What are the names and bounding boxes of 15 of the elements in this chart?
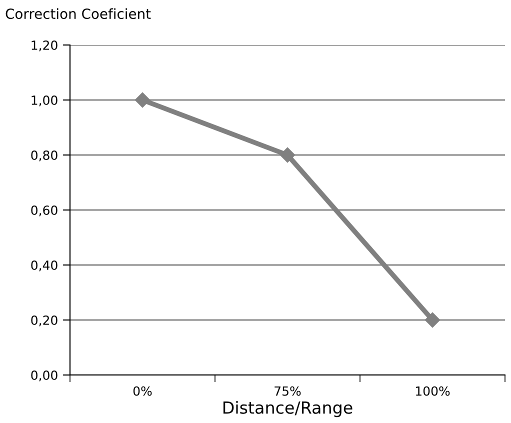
x-tick-label: 75% (274, 386, 301, 396)
y-axis-title: Correction Coeficient (6, 8, 151, 20)
y-tick-label: 0,60 (31, 205, 58, 216)
x-tick-label: 100% (416, 386, 450, 396)
y-tick-label: 0,40 (31, 260, 58, 272)
y-tick-label: 0,00 (31, 370, 58, 382)
y-tick-label: 0,80 (31, 150, 58, 162)
point (424, 312, 440, 328)
point (280, 147, 296, 163)
y-tick-label: 1,00 (32, 95, 58, 106)
point (134, 92, 150, 108)
x-tick-label: 0% (133, 386, 152, 396)
y-tick-label: 0,20 (31, 315, 58, 326)
x-axis-title: Distance/Range (223, 400, 352, 418)
y-tick-label: 1,20 (32, 40, 58, 52)
